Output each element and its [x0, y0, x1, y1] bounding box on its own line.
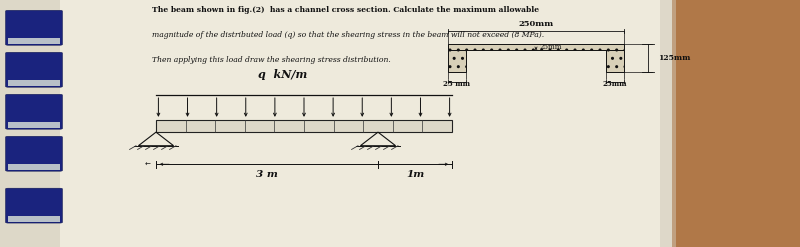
Text: 125mm: 125mm: [658, 54, 690, 62]
FancyBboxPatch shape: [6, 52, 62, 87]
FancyBboxPatch shape: [6, 10, 62, 45]
FancyBboxPatch shape: [6, 94, 62, 129]
Bar: [8, 216, 60, 222]
Bar: [8, 80, 60, 86]
Bar: [8, 164, 60, 170]
Bar: [660, 0, 676, 247]
Bar: [672, 0, 800, 247]
Bar: [156, 120, 452, 132]
Bar: [448, 50, 466, 72]
Bar: [8, 122, 60, 128]
FancyBboxPatch shape: [6, 136, 62, 171]
Text: 1m: 1m: [406, 170, 424, 179]
Text: Then applying this load draw the shearing stress distribution.: Then applying this load draw the shearin…: [152, 56, 390, 63]
Bar: [8, 38, 60, 44]
Bar: [606, 50, 624, 72]
Bar: [448, 44, 624, 50]
Text: 25mm: 25mm: [603, 80, 627, 88]
Text: $\leftarrow$: $\leftarrow$: [143, 161, 152, 167]
Text: q  kN/m: q kN/m: [258, 69, 308, 80]
FancyBboxPatch shape: [6, 188, 62, 223]
Bar: [0, 0, 60, 247]
Text: 25mm: 25mm: [540, 43, 562, 51]
Text: 250mm: 250mm: [518, 20, 554, 28]
Text: 3 m: 3 m: [256, 170, 278, 179]
Text: 25 mm: 25 mm: [443, 80, 470, 88]
Bar: [0, 0, 672, 247]
Text: magnitude of the distributed load (q) so that the shearing stress in the beam wi: magnitude of the distributed load (q) so…: [152, 31, 544, 39]
Text: The beam shown in fig.(2)  has a channel cross section. Calculate the maximum al: The beam shown in fig.(2) has a channel …: [152, 6, 539, 14]
